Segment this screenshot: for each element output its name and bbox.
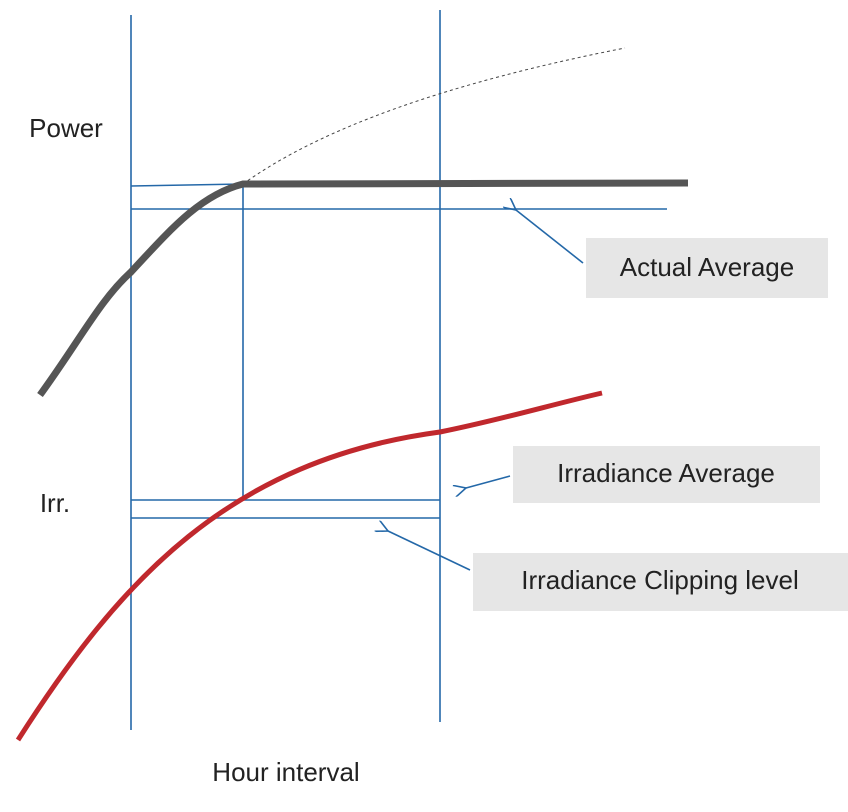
- clipping-power-line: [130, 183, 244, 187]
- axis-label: Hour interval: [212, 757, 359, 787]
- callout-label: Actual Average: [620, 252, 794, 282]
- unclipped-power-curve: [242, 47, 626, 185]
- arrow: [516, 210, 584, 264]
- callout-label: Irradiance Clipping level: [521, 565, 798, 595]
- power-curve: [37, 179, 689, 398]
- callout-box: [473, 553, 848, 611]
- irradiance-curve: [15, 390, 603, 742]
- callout-box: [513, 446, 820, 503]
- arrow: [388, 531, 471, 571]
- axis-label: Power: [29, 113, 103, 143]
- callout-box: [586, 238, 828, 298]
- callout-label: Irradiance Average: [557, 458, 775, 488]
- axis-label: Irr.: [40, 488, 70, 518]
- arrow: [466, 475, 511, 488]
